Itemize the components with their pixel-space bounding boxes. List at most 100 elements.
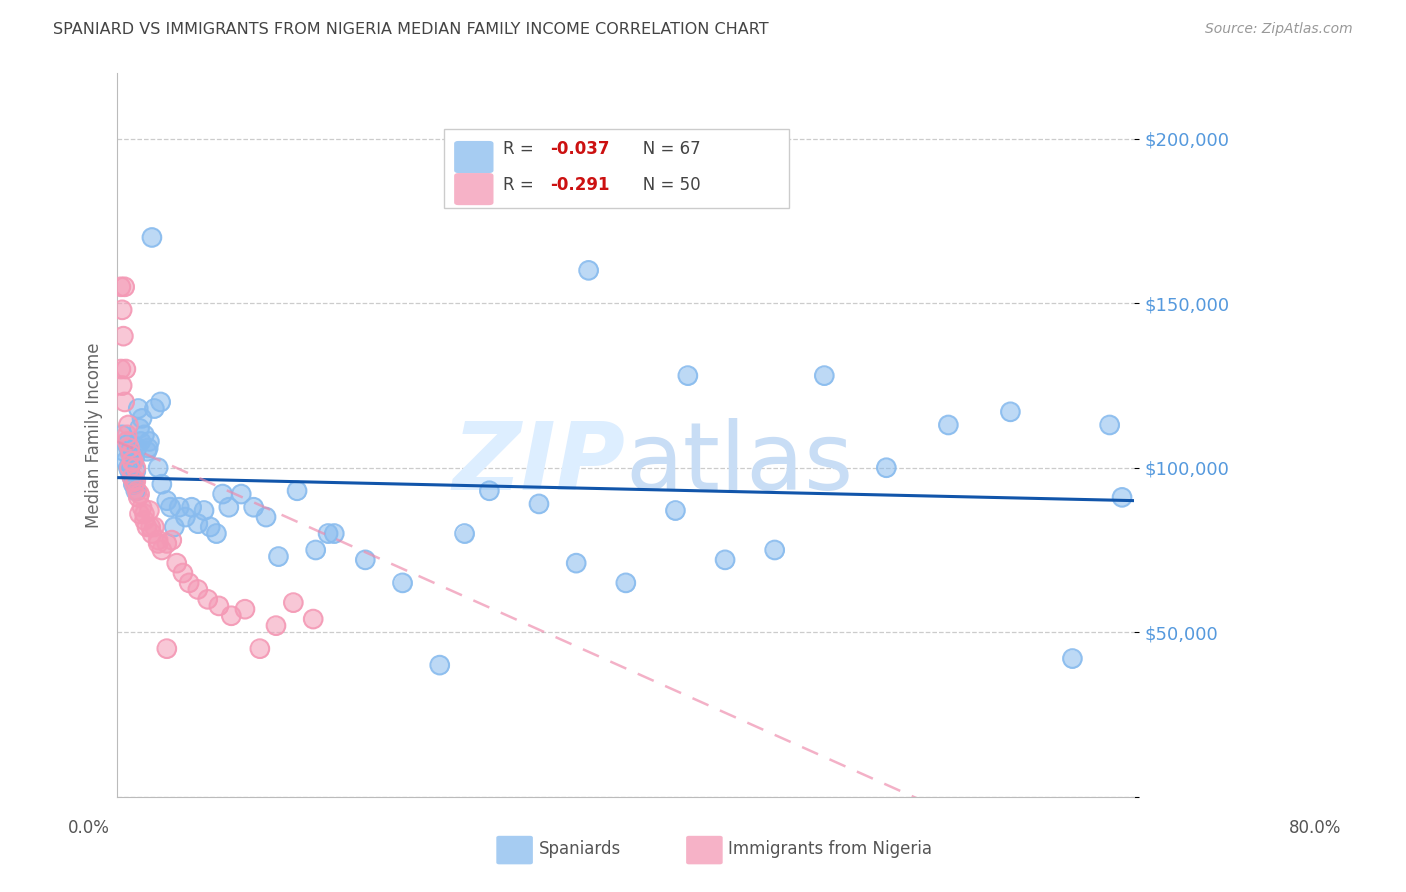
Point [111, 427, 134, 442]
Point [146, 536, 169, 550]
Point [676, 368, 699, 383]
Text: -0.291: -0.291 [550, 176, 609, 194]
Point [128, 421, 150, 435]
Point [117, 417, 139, 432]
Point [118, 441, 141, 455]
Point [125, 441, 148, 455]
Point [117, 460, 139, 475]
Point [125, 464, 148, 478]
Point [174, 510, 197, 524]
Point [938, 417, 960, 432]
Point [316, 526, 339, 541]
Text: atlas: atlas [626, 417, 853, 510]
Point [111, 302, 134, 317]
Point [111, 302, 134, 317]
Point [231, 487, 253, 501]
Point [283, 596, 305, 610]
Point [125, 483, 148, 498]
Point [125, 464, 148, 478]
Point [112, 444, 135, 458]
Point [813, 368, 835, 383]
Point [150, 477, 173, 491]
Point [172, 566, 194, 580]
Point [163, 520, 186, 534]
Point [1000, 405, 1022, 419]
Point [115, 454, 138, 468]
Point [112, 329, 135, 343]
Point [115, 434, 138, 449]
Point [122, 454, 145, 468]
Point [242, 500, 264, 515]
Point [211, 487, 233, 501]
Point [813, 368, 835, 383]
Point [714, 553, 737, 567]
Point [136, 520, 159, 534]
Point [249, 641, 271, 656]
Point [391, 575, 413, 590]
Point [110, 362, 132, 376]
Point [187, 582, 209, 597]
Point [478, 483, 501, 498]
Point [139, 520, 162, 534]
Point [121, 470, 143, 484]
Point [1062, 651, 1084, 665]
Point [114, 280, 136, 294]
Point [565, 556, 588, 570]
Point [110, 280, 132, 294]
Point [163, 520, 186, 534]
Point [118, 464, 141, 478]
Text: Immigrants from Nigeria: Immigrants from Nigeria [728, 840, 932, 858]
Point [208, 599, 231, 613]
Point [233, 602, 256, 616]
Point [114, 395, 136, 409]
Point [125, 474, 148, 488]
Point [478, 483, 501, 498]
Point [138, 434, 160, 449]
Point [254, 510, 277, 524]
Text: 0.0%: 0.0% [67, 819, 110, 837]
Point [115, 438, 138, 452]
Point [221, 608, 243, 623]
Point [138, 503, 160, 517]
Point [180, 500, 202, 515]
Point [111, 378, 134, 392]
Point [125, 483, 148, 498]
Point [146, 460, 169, 475]
Point [285, 483, 308, 498]
Point [121, 454, 143, 468]
Point [128, 487, 150, 501]
Point [664, 503, 686, 517]
Point [110, 280, 132, 294]
Point [1062, 651, 1084, 665]
Point [1111, 491, 1133, 505]
Point [115, 427, 138, 442]
Point [391, 575, 413, 590]
Text: Source: ZipAtlas.com: Source: ZipAtlas.com [1205, 22, 1353, 37]
Point [128, 421, 150, 435]
Point [136, 441, 159, 455]
Point [180, 500, 202, 515]
Point [218, 500, 240, 515]
Point [118, 444, 141, 458]
Point [614, 575, 637, 590]
Point [159, 500, 181, 515]
Point [264, 618, 287, 632]
Point [156, 493, 179, 508]
Point [128, 507, 150, 521]
Point [121, 470, 143, 484]
Point [167, 500, 190, 515]
Point [267, 549, 290, 564]
Point [112, 329, 135, 343]
Point [174, 510, 197, 524]
Point [122, 477, 145, 491]
Point [125, 460, 148, 475]
Point [179, 575, 201, 590]
Point [146, 533, 169, 548]
Point [166, 556, 188, 570]
Point [124, 477, 146, 491]
Point [127, 401, 149, 416]
Point [1000, 405, 1022, 419]
Point [143, 401, 166, 416]
Point [429, 658, 451, 673]
Point [115, 434, 138, 449]
